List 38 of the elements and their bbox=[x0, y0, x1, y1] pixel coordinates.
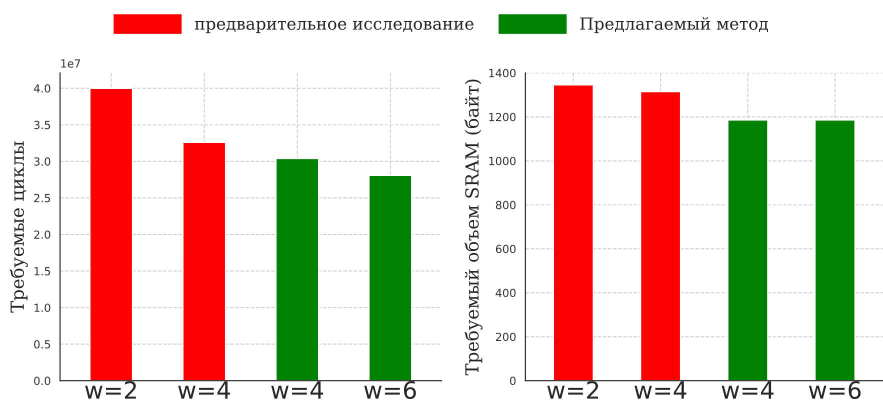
y-axis-title: Требуемый объем SRAM (байт) bbox=[464, 80, 483, 376]
bar bbox=[640, 90, 682, 381]
bar bbox=[368, 174, 412, 381]
y-tick-label: 1200 bbox=[489, 112, 516, 122]
y-tick-label: 800 bbox=[496, 200, 516, 210]
bar bbox=[552, 84, 594, 381]
bar bbox=[89, 88, 134, 381]
x-tick-label: w=4 bbox=[271, 381, 324, 399]
y-tick-label: 0.0 bbox=[34, 376, 50, 386]
y-tick-label: 400 bbox=[496, 288, 516, 298]
bar bbox=[275, 158, 320, 381]
y-tick-label: 1400 bbox=[489, 68, 516, 78]
y-tick-label: 0.5 bbox=[34, 340, 50, 349]
y-tick-label: 1000 bbox=[489, 156, 516, 166]
y-tick-label: 3.5 bbox=[34, 120, 50, 130]
y-tick-label: 3.0 bbox=[34, 157, 50, 166]
bar bbox=[814, 119, 856, 381]
legend-label: предварительное исследование bbox=[194, 20, 474, 34]
x-tick-label: w=2 bbox=[547, 381, 598, 399]
x-tick-label: w=2 bbox=[85, 381, 136, 399]
y-tick-label: 4.0 bbox=[34, 84, 50, 93]
y-tick-label: 0 bbox=[510, 376, 516, 386]
x-tick-label: w=4 bbox=[178, 381, 230, 399]
y-tick-label: 2.5 bbox=[34, 194, 50, 202]
x-tick-label: w=4 bbox=[634, 381, 686, 399]
y-axis-title: Требуемые циклы bbox=[10, 141, 28, 313]
y-tick-label: 600 bbox=[496, 244, 516, 254]
x-tick-label: w=6 bbox=[364, 381, 416, 399]
legend-label: Предлагаемый метод bbox=[580, 17, 768, 34]
y-tick-label: 1.5 bbox=[34, 267, 50, 276]
x-tick-label: w=6 bbox=[808, 381, 861, 399]
text: 1e7 bbox=[61, 59, 80, 68]
y-tick-label: 2.0 bbox=[34, 230, 50, 239]
x-tick-label: w=4 bbox=[722, 381, 774, 399]
bar bbox=[727, 119, 769, 381]
bar bbox=[182, 142, 226, 381]
y-tick-label: 200 bbox=[496, 332, 516, 342]
y-tick-label: 1.0 bbox=[34, 304, 50, 312]
